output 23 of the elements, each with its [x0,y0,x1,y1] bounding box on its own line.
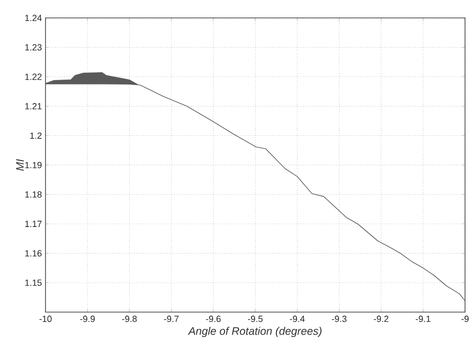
x-tick-label: -9.9 [80,316,95,322]
y-tick-label: 1.2 [30,132,42,139]
y-tick-label: 1.23 [25,44,42,51]
x-tick-label: -9.4 [290,316,305,322]
y-tick-label: 1.18 [25,191,42,198]
x-tick-label: -9.2 [374,316,388,322]
y-tick-label: 1.16 [25,250,42,256]
x-tick-label: -9.7 [164,316,179,322]
y-tick-label: 1.21 [25,103,42,110]
x-axis-title: Angle of Rotation (degrees) [188,326,322,338]
x-tick-label: -10 [39,316,52,322]
x-tick-label: -9.5 [248,316,263,322]
x-tick-label: -9.6 [206,316,221,322]
y-axis-title: MI [16,159,24,171]
y-tick-label: 1.15 [25,280,42,286]
y-tick-label: 1.24 [25,14,42,22]
y-tick-label: 1.19 [25,162,42,168]
x-tick-label: -9.1 [416,316,430,322]
x-tick-label: -9.3 [332,316,347,322]
x-tick-label: -9.8 [122,316,137,322]
y-tick-label: 1.17 [25,220,42,227]
x-tick-label: -9 [461,316,469,322]
y-tick-label: 1.22 [25,74,42,80]
